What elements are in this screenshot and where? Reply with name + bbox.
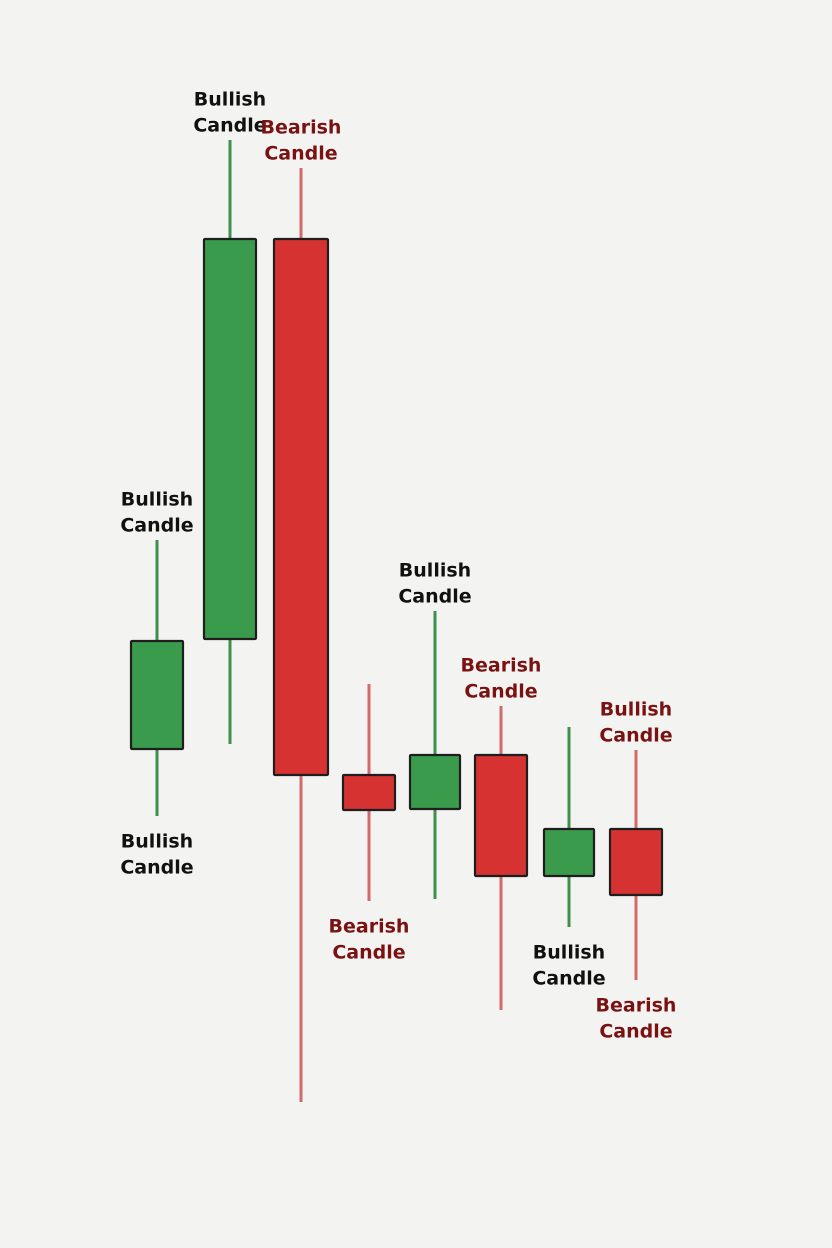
candle-label: Candle [120, 857, 193, 879]
candle-label: Candle [332, 942, 405, 964]
candle-body [272, 237, 330, 777]
candle-body [341, 773, 397, 812]
candle-label: Candle [398, 586, 471, 608]
candle-label: Candle [264, 143, 337, 165]
candle-label: Candle [193, 115, 266, 137]
candle-label: Candle [464, 681, 537, 703]
candle-body [408, 753, 462, 811]
candle-label: Candle [599, 1021, 672, 1043]
candle-body [542, 827, 596, 878]
candle-body [473, 753, 529, 878]
candle-label: Candle [599, 725, 672, 747]
candle-body [129, 639, 185, 751]
candle-label: Bullish [121, 489, 193, 511]
candle-body [202, 237, 258, 641]
candle-label: Bearish [461, 655, 542, 677]
candle-label: Bearish [596, 995, 677, 1017]
candle-label: Bullish [600, 699, 672, 721]
candle-label: Bearish [329, 916, 410, 938]
candle-label: Bullish [194, 89, 266, 111]
candle-label: Bearish [261, 117, 342, 139]
candle-body [608, 827, 664, 897]
candle-label: Candle [532, 968, 605, 990]
candle-label: Bullish [121, 831, 193, 853]
candle-label: Candle [120, 515, 193, 537]
candle-label: Bullish [533, 942, 605, 964]
candle-label: Bullish [399, 560, 471, 582]
